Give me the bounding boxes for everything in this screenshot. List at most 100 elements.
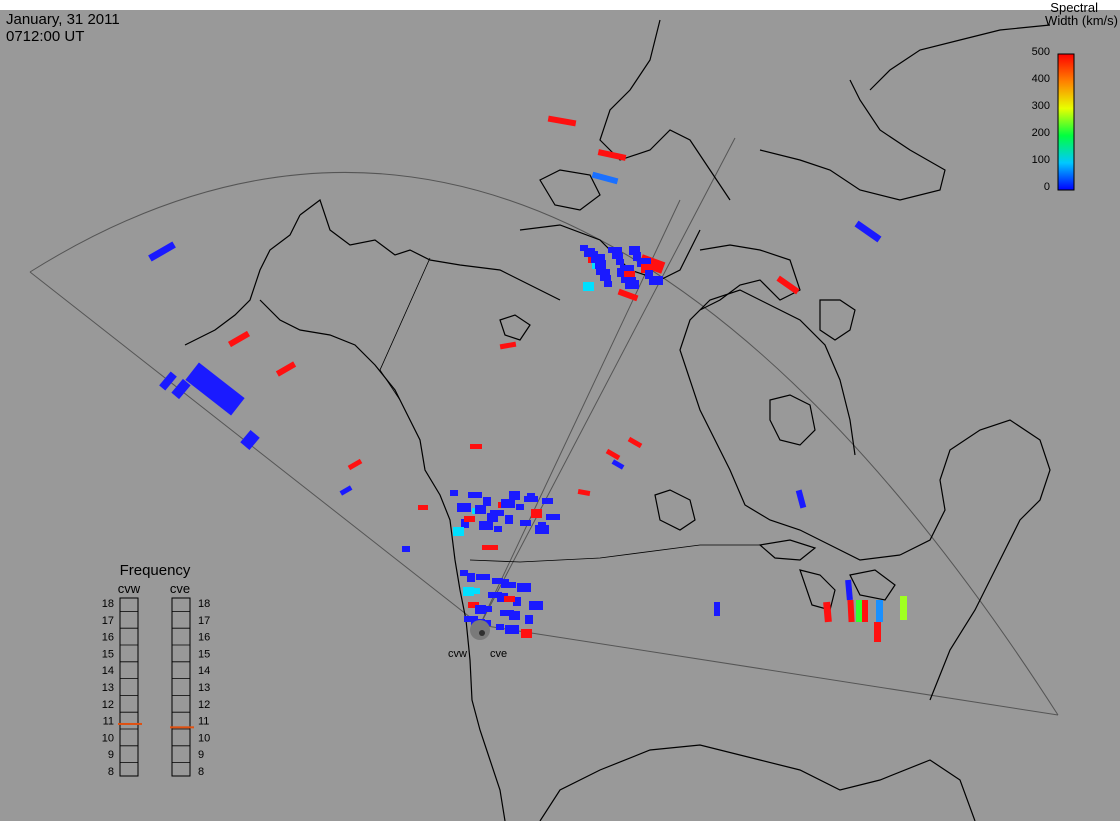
scatter-cell <box>418 505 428 510</box>
colorbar-gradient <box>1057 53 1075 191</box>
scatter-cell <box>535 525 549 534</box>
political-boundaries <box>379 257 760 563</box>
scatter-cell <box>505 625 519 634</box>
scatter-cell <box>453 527 464 536</box>
frequency-tick-right: 12 <box>198 699 210 711</box>
scatter-cell <box>595 260 606 269</box>
scatter-cell <box>339 485 353 496</box>
scatter-cell <box>521 629 532 638</box>
scatter-cell <box>520 520 531 526</box>
frequency-tick-right: 15 <box>198 648 210 660</box>
scatter-cell <box>185 362 245 416</box>
colorbar-tick-400: 400 <box>1032 73 1050 85</box>
scatter-cell <box>624 271 635 277</box>
scatter-cell <box>862 600 868 622</box>
scatter-cell <box>482 545 498 550</box>
scatter-cell <box>275 361 297 377</box>
scatter-cell <box>468 602 479 608</box>
scatter-cell <box>499 341 517 350</box>
frequency-tick-right: 18 <box>198 598 210 610</box>
scatter-cell <box>591 171 619 185</box>
frequency-tick-right: 10 <box>198 732 210 744</box>
scatter-cell <box>487 513 498 522</box>
scatter-cell <box>513 597 521 606</box>
scatter-cell <box>547 115 577 127</box>
scatter-cell <box>527 493 535 502</box>
frequency-cvw-marker <box>118 722 142 725</box>
frequency-tick-right: 11 <box>198 716 209 728</box>
scatter-cell <box>608 247 622 253</box>
scatter-cell <box>633 252 641 261</box>
scatter-cell <box>629 246 640 255</box>
scatter-cell <box>525 615 533 624</box>
colorbar-tick-500: 500 <box>1032 46 1050 58</box>
scatter-cell <box>612 253 623 259</box>
scatter-cell <box>472 588 480 594</box>
frequency-tick-right: 16 <box>198 632 210 644</box>
scatter-cell <box>625 280 639 289</box>
scatter-cell <box>463 587 474 596</box>
scatter-cell <box>645 270 653 279</box>
scatter-cell <box>457 503 471 512</box>
scatter-cell <box>542 498 553 504</box>
frequency-tick-left: 18 <box>102 598 114 610</box>
frequency-tick-right: 9 <box>198 749 204 761</box>
scatter-cell <box>845 579 853 601</box>
scatter-cell <box>621 274 629 283</box>
radar-sites: cvw cve <box>448 620 507 660</box>
colorbar-tick-100: 100 <box>1032 154 1050 166</box>
frequency-tick-right: 17 <box>198 615 210 627</box>
frequency-panel: Frequency cvw cve 18 18 17 17 16 16 15 15 14 14 13… <box>102 562 211 778</box>
scatter-cell <box>776 275 800 295</box>
scatter-cell <box>240 430 260 450</box>
scatter-cell <box>900 596 907 620</box>
scatter-cell <box>795 489 807 509</box>
scatter-cell <box>874 622 881 642</box>
scatter-cell <box>468 492 482 498</box>
scatter-cell <box>538 522 546 528</box>
scatter-cell <box>823 601 832 623</box>
scatter-cell <box>476 574 490 580</box>
scatter-cell <box>649 276 663 285</box>
scatter-cell <box>347 458 363 471</box>
scatter-cell <box>577 488 591 497</box>
frequency-cve-marker <box>170 726 194 729</box>
scatter-cell <box>475 605 486 614</box>
frequency-tick-right: 8 <box>198 766 204 778</box>
scatter-cell <box>583 282 594 291</box>
scatter-cell <box>467 573 475 582</box>
scatter-cells <box>148 115 907 642</box>
scatter-cell <box>587 248 595 257</box>
scatter-cell <box>597 149 627 161</box>
scatter-cell <box>494 526 502 532</box>
scatter-cell <box>461 519 469 528</box>
time-label: 0712:00 UT <box>6 28 84 45</box>
scatter-cell <box>496 624 504 630</box>
frequency-scale: 18 18 17 17 16 16 15 15 14 14 13 13 12 12 11 11 10 10 9 9 8 8 <box>102 597 210 778</box>
scatter-cell <box>450 490 458 496</box>
scatter-cell <box>464 516 475 522</box>
scatter-cell <box>580 245 588 251</box>
scatter-cell <box>529 601 543 610</box>
scatter-cell <box>227 330 251 348</box>
scatter-cell <box>620 265 634 271</box>
scatter-cell <box>488 592 502 598</box>
scatter-cell <box>847 599 855 623</box>
scatter-cell <box>490 510 504 516</box>
scatter-cell <box>627 436 643 449</box>
scatter-cell <box>617 268 628 277</box>
scatter-cell <box>628 277 636 283</box>
scatter-cell <box>591 254 605 263</box>
frequency-tick-left: 9 <box>108 749 114 761</box>
scatter-cell <box>854 220 882 243</box>
scatter-cell <box>484 606 492 612</box>
map-background <box>0 10 1120 821</box>
field-of-view-outline <box>29 137 1059 716</box>
radar-site-cve-marker <box>479 630 485 636</box>
scatter-cell <box>483 497 491 506</box>
scatter-cell <box>611 459 625 470</box>
scatter-cell <box>159 371 177 391</box>
scatter-cell <box>501 499 515 508</box>
scatter-cell <box>637 258 651 267</box>
radar-label-cvw: cvw <box>448 648 467 660</box>
